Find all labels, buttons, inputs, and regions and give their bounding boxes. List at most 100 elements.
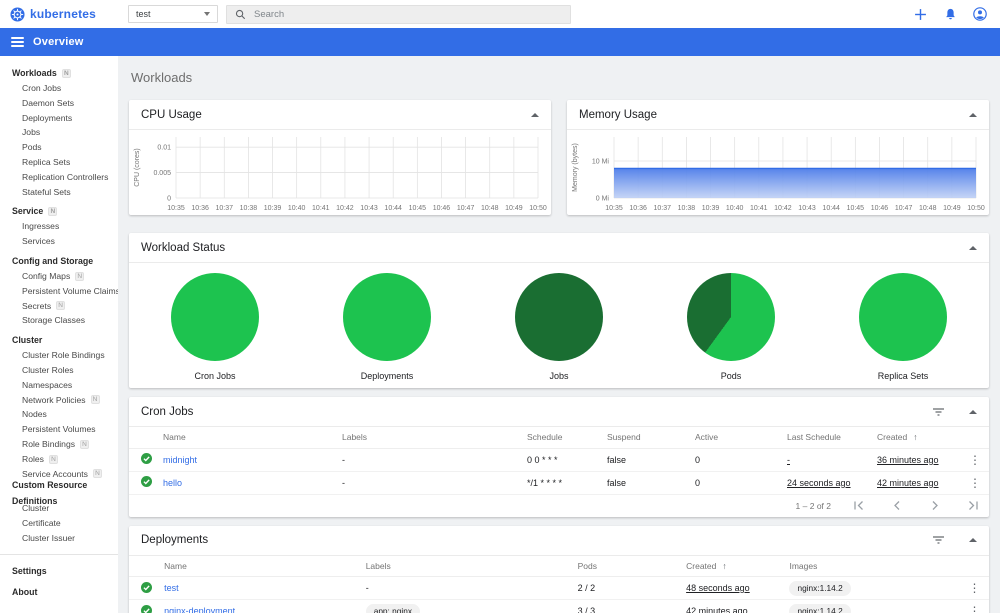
filter-icon[interactable]: [932, 407, 945, 417]
search-input[interactable]: [254, 8, 534, 20]
pie-chart: [343, 273, 431, 361]
sidebar-item-settings[interactable]: Settings: [12, 565, 47, 576]
column-header-schedule[interactable]: Schedule: [527, 427, 607, 449]
first-page-icon[interactable]: [853, 500, 865, 511]
svg-text:10:50: 10:50: [529, 205, 547, 212]
chevron-down-icon: [204, 12, 210, 16]
previous-page-icon[interactable]: [891, 500, 903, 511]
column-header-created[interactable]: Created ↑: [877, 427, 961, 449]
svg-text:10:42: 10:42: [336, 205, 354, 212]
status-ok-icon: [141, 581, 153, 593]
sidebar-group-workloads: Workloads N: [0, 65, 118, 81]
column-header-empty: [960, 555, 989, 577]
sidebar-item-cluster-role-bindings[interactable]: Cluster Role Bindings: [22, 350, 105, 361]
pie-chart: [687, 273, 775, 361]
column-header-labels[interactable]: Labels: [365, 555, 578, 577]
sidebar-item-replica-sets[interactable]: Replica Sets: [22, 156, 71, 167]
kubernetes-logo[interactable]: kubernetes: [10, 6, 118, 22]
created-value[interactable]: 48 seconds ago: [686, 583, 750, 593]
labels-cell: -: [342, 448, 527, 472]
sidebar-item-namespaces[interactable]: Namespaces: [22, 379, 73, 390]
last-schedule-value[interactable]: 24 seconds ago: [787, 477, 851, 488]
create-resource-button[interactable]: [912, 6, 928, 22]
collapse-icon[interactable]: [969, 409, 977, 414]
sidebar-item-replication-controllers[interactable]: Replication Controllers: [22, 171, 109, 182]
svg-text:10:41: 10:41: [750, 205, 768, 212]
created-value[interactable]: 36 minutes ago: [877, 454, 939, 465]
filter-icon[interactable]: [932, 535, 945, 545]
svg-text:10:35: 10:35: [605, 205, 623, 212]
sidebar-item-services[interactable]: Services: [22, 236, 55, 247]
namespace-selector[interactable]: test: [128, 5, 218, 23]
namespaced-badge: N: [56, 301, 66, 311]
pods-cell: 3 / 3: [577, 599, 687, 613]
row-menu-icon[interactable]: ⋮: [968, 604, 981, 613]
sidebar-item-cluster-roles[interactable]: Cluster Roles: [22, 364, 74, 375]
collapse-icon[interactable]: [969, 538, 977, 542]
sidebar-item-storage-classes[interactable]: Storage Classes: [22, 315, 86, 326]
sidebar-item-nodes[interactable]: Nodes: [22, 409, 47, 420]
sidebar-item-roles[interactable]: Roles N: [0, 452, 118, 467]
cpu-card-title: CPU Usage: [141, 108, 202, 121]
status-ok-icon: [140, 476, 152, 487]
sidebar-item-cluster[interactable]: Cluster: [22, 503, 50, 514]
resource-name-link[interactable]: hello: [163, 477, 183, 488]
sidebar-item-secrets[interactable]: Secrets N: [0, 299, 118, 314]
column-header-last-schedule[interactable]: Last Schedule: [787, 427, 877, 449]
last-page-icon[interactable]: [967, 500, 979, 511]
collapse-icon[interactable]: [969, 245, 977, 250]
table-row: nginx-deployment app: nginx 3 / 3 42 minute…: [129, 599, 989, 613]
svg-text:10:49: 10:49: [505, 205, 523, 212]
collapse-icon[interactable]: [531, 112, 539, 117]
sidebar-item-certificate[interactable]: Certificate: [22, 518, 61, 529]
resource-name-link[interactable]: nginx-deployment: [164, 606, 236, 613]
svg-text:10:35: 10:35: [167, 205, 185, 212]
column-header-labels[interactable]: Labels: [342, 427, 527, 449]
sidebar-item-role-bindings[interactable]: Role Bindings N: [0, 437, 118, 452]
resource-name-link[interactable]: midnight: [163, 454, 198, 465]
svg-text:10:36: 10:36: [191, 205, 209, 212]
workload-pie-cron-jobs: Cron Jobs: [129, 273, 301, 381]
column-header-name[interactable]: Name: [163, 427, 342, 449]
notifications-button[interactable]: [942, 6, 958, 22]
sidebar-item-jobs[interactable]: Jobs: [22, 127, 41, 138]
sidebar-item-ingresses[interactable]: Ingresses: [22, 221, 60, 232]
sidebar-item-cluster-issuer[interactable]: Cluster Issuer: [22, 532, 76, 543]
column-header-created[interactable]: Created ↑: [686, 555, 790, 577]
pods-cell: 2 / 2: [577, 576, 687, 600]
row-menu-icon[interactable]: ⋮: [969, 452, 981, 467]
row-menu-icon[interactable]: ⋮: [969, 475, 981, 490]
pie-label: Jobs: [549, 371, 569, 381]
workload-pie-pods: Pods: [645, 273, 817, 381]
created-value[interactable]: 42 minutes ago: [877, 477, 939, 488]
sidebar-item-network-policies[interactable]: Network Policies N: [0, 393, 118, 408]
column-header-name[interactable]: Name: [164, 555, 366, 577]
sidebar-item-persistent-volumes[interactable]: Persistent Volumes: [22, 424, 96, 435]
created-value[interactable]: 42 minutes ago: [686, 606, 748, 613]
last-schedule-value[interactable]: -: [787, 454, 790, 465]
column-header-pods[interactable]: Pods: [577, 555, 687, 577]
search-bar[interactable]: [226, 4, 571, 24]
sidebar-item-service-accounts[interactable]: Service Accounts N: [0, 467, 118, 482]
sidebar-item-daemon-sets[interactable]: Daemon Sets: [22, 97, 75, 108]
resource-name-link[interactable]: test: [164, 583, 179, 593]
menu-icon[interactable]: [11, 36, 24, 48]
sidebar-item-pods[interactable]: Pods: [22, 142, 42, 153]
sidebar-item-deployments[interactable]: Deployments: [22, 112, 73, 123]
column-header-suspend[interactable]: Suspend: [607, 427, 695, 449]
sidebar-item-about[interactable]: About: [12, 586, 38, 597]
svg-text:10:46: 10:46: [433, 205, 451, 212]
top-app-bar: kubernetes test: [0, 0, 1000, 28]
sidebar-group-cluster: Cluster: [12, 335, 43, 346]
label-chip: app: nginx: [365, 603, 420, 613]
column-header-images[interactable]: Images: [789, 555, 961, 577]
row-menu-icon[interactable]: ⋮: [968, 581, 981, 595]
next-page-icon[interactable]: [929, 500, 941, 511]
account-button[interactable]: [972, 6, 988, 22]
sidebar-item-config-maps[interactable]: Config Maps N: [0, 269, 118, 284]
sidebar-item-cron-jobs[interactable]: Cron Jobs: [22, 83, 62, 93]
column-header-active[interactable]: Active: [695, 427, 787, 449]
collapse-icon[interactable]: [969, 112, 977, 117]
sidebar-item-persistent-volume-claims[interactable]: Persistent Volume ClaimsN: [0, 284, 118, 299]
sidebar-item-stateful-sets[interactable]: Stateful Sets: [22, 186, 71, 197]
